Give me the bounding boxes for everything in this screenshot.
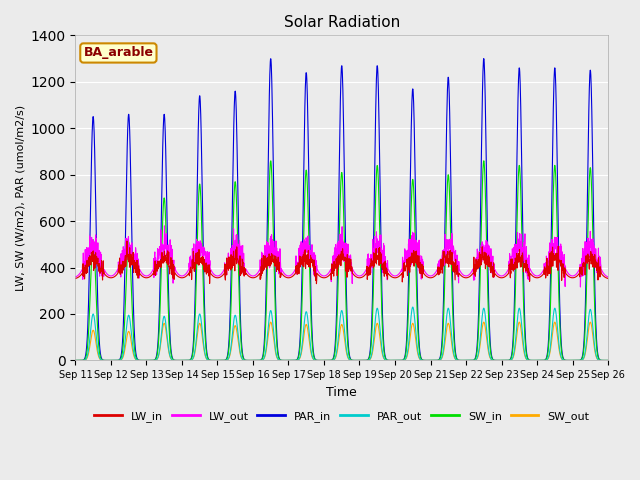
Legend: LW_in, LW_out, PAR_in, PAR_out, SW_in, SW_out: LW_in, LW_out, PAR_in, PAR_out, SW_in, S… [90,407,594,426]
Title: Solar Radiation: Solar Radiation [284,15,400,30]
X-axis label: Time: Time [326,386,357,399]
Y-axis label: LW, SW (W/m2), PAR (umol/m2/s): LW, SW (W/m2), PAR (umol/m2/s) [15,105,25,291]
Text: BA_arable: BA_arable [83,47,154,60]
